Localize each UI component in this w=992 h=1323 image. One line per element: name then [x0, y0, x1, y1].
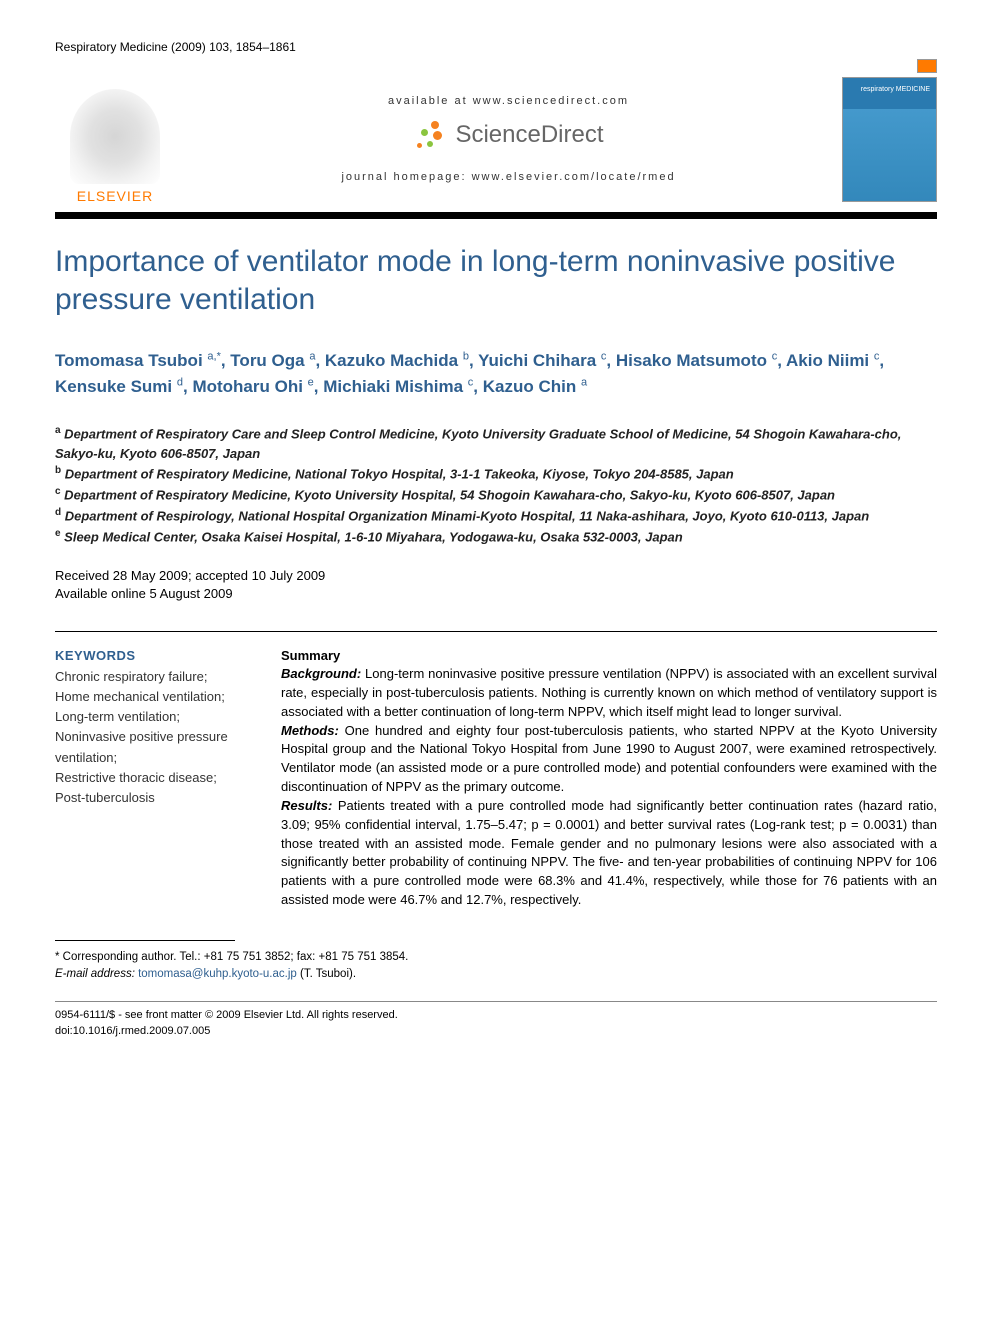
footer-separator [55, 940, 235, 941]
keywords-column: KEYWORDS Chronic respiratory failure;Hom… [55, 648, 245, 910]
summary-body: Background: Long-term noninvasive positi… [281, 665, 937, 910]
copyright-block: 0954-6111/$ - see front matter © 2009 El… [55, 1001, 937, 1039]
doi-line: doi:10.1016/j.rmed.2009.07.005 [55, 1024, 937, 1039]
summary-heading: Summary [281, 648, 937, 663]
keywords-heading: KEYWORDS [55, 648, 245, 663]
article-dates: Received 28 May 2009; accepted 10 July 2… [55, 567, 937, 603]
thick-rule [55, 212, 937, 219]
available-online: Available online 5 August 2009 [55, 585, 937, 603]
journal-homepage: journal homepage: www.elsevier.com/locat… [195, 171, 822, 183]
thin-rule [55, 631, 937, 632]
affiliations-list: a Department of Respiratory Care and Sle… [55, 423, 937, 547]
email-label: E-mail address: [55, 968, 135, 980]
authors-list: Tomomasa Tsuboi a,*, Toru Oga a, Kazuko … [55, 348, 937, 399]
email-suffix: (T. Tsuboi). [297, 968, 356, 980]
corresponding-email-line: E-mail address: tomomasa@kuhp.kyoto-u.ac… [55, 966, 937, 983]
received-accepted: Received 28 May 2009; accepted 10 July 2… [55, 567, 937, 585]
elsevier-text: ELSEVIER [77, 188, 153, 204]
journal-citation: Respiratory Medicine (2009) 103, 1854–18… [55, 40, 937, 54]
available-at-text: available at www.sciencedirect.com [195, 95, 822, 107]
sciencedirect-logo: ScienceDirect [413, 117, 603, 153]
abstract-row: KEYWORDS Chronic respiratory failure;Hom… [55, 648, 937, 910]
summary-column: Summary Background: Long-term noninvasiv… [281, 648, 937, 910]
journal-cover-wrap: respiratory MEDICINE [842, 77, 937, 202]
elsevier-logo: ELSEVIER [55, 74, 175, 204]
header-center: available at www.sciencedirect.com Scien… [175, 95, 842, 183]
corresponding-line1: * Corresponding author. Tel.: +81 75 751… [55, 949, 937, 966]
sciencedirect-icon [413, 117, 449, 153]
corresponding-author: * Corresponding author. Tel.: +81 75 751… [55, 949, 937, 984]
article-title: Importance of ventilator mode in long-te… [55, 243, 937, 318]
elsevier-tree-icon [70, 89, 160, 184]
keywords-list: Chronic respiratory failure;Home mechani… [55, 667, 245, 808]
copyright-line: 0954-6111/$ - see front matter © 2009 El… [55, 1008, 937, 1023]
sciencedirect-text: ScienceDirect [455, 121, 603, 149]
email-address[interactable]: tomomasa@kuhp.kyoto-u.ac.jp [138, 968, 297, 980]
cover-badge-icon [917, 59, 937, 73]
cover-label: respiratory MEDICINE [861, 86, 930, 93]
masthead: ELSEVIER available at www.sciencedirect.… [55, 74, 937, 204]
journal-cover: respiratory MEDICINE [842, 77, 937, 202]
